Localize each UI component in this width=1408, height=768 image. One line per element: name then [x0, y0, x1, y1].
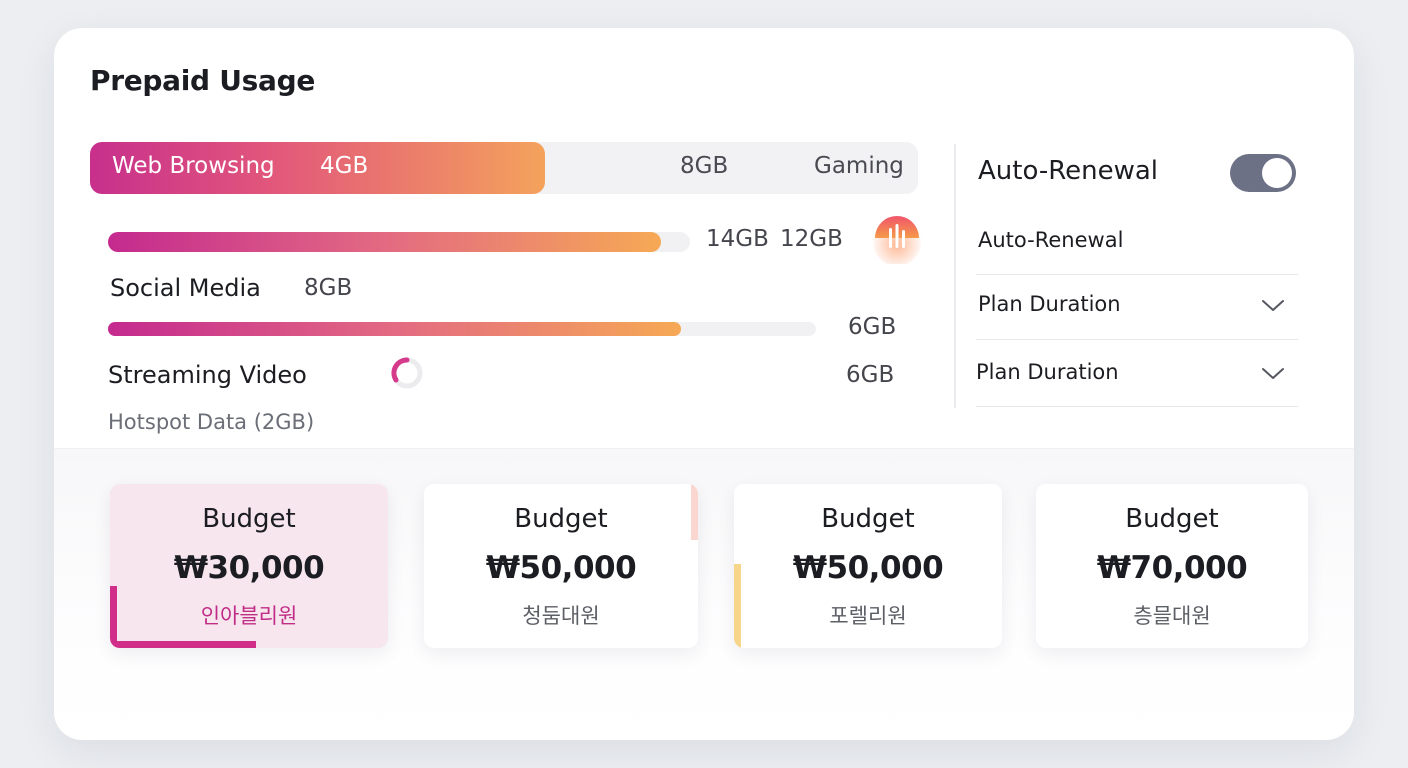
- budget-plan-name: 층믈대원: [1133, 604, 1211, 628]
- budget-label: Budget: [202, 504, 296, 534]
- plan-duration-label: Plan Duration: [976, 360, 1119, 384]
- plan-duration-dropdown-2[interactable]: Plan Duration: [974, 344, 1300, 404]
- budget-price: ₩50,000: [485, 550, 637, 586]
- plan-duration-label: Plan Duration: [978, 292, 1121, 316]
- selected-accent-left: [110, 586, 117, 648]
- budget-label: Budget: [1125, 504, 1219, 534]
- budget-card-1[interactable]: Budget ₩30,000 인아블리원: [110, 484, 388, 648]
- gaming-label: Gaming: [814, 153, 904, 179]
- budget-card-4[interactable]: Budget ₩70,000 층믈대원: [1036, 484, 1308, 648]
- prepaid-usage-card: Prepaid Usage Web Browsing 4GB 8GB Gamin…: [54, 28, 1354, 740]
- chevron-down-icon: [1262, 300, 1284, 311]
- budget-plan-name: 인아블리원: [200, 604, 298, 628]
- web-browsing-label: Web Browsing: [112, 153, 275, 179]
- budget-label: Budget: [514, 504, 608, 534]
- audio-wave-icon[interactable]: [872, 214, 922, 264]
- budget-price: ₩50,000: [792, 550, 944, 586]
- panel-divider: [954, 144, 956, 408]
- auto-renewal-subtitle: Auto-Renewal: [978, 228, 1124, 252]
- web-browsing-value: 4GB: [320, 153, 369, 179]
- usage-bar-2-fill: [108, 232, 661, 252]
- selected-accent-bottom: [110, 641, 256, 648]
- auto-renewal-toggle[interactable]: [1230, 154, 1296, 192]
- usage-bar-2-value-b: 12GB: [780, 226, 843, 252]
- chevron-down-icon: [1262, 368, 1284, 379]
- budget-card-3[interactable]: Budget ₩50,000 포렐리원: [734, 484, 1002, 648]
- budget-price: ₩30,000: [173, 550, 325, 586]
- streaming-video-value: 6GB: [846, 362, 895, 388]
- settings-divider-1: [976, 274, 1298, 275]
- toggle-knob: [1262, 158, 1292, 188]
- page-title: Prepaid Usage: [90, 64, 316, 97]
- loading-spinner-icon: [391, 357, 423, 389]
- streaming-video-label: Streaming Video: [108, 361, 307, 389]
- social-media-label: Social Media: [110, 274, 261, 302]
- hotspot-data-label: Hotspot Data (2GB): [108, 410, 315, 434]
- web-browsing-bar-fill: [90, 142, 546, 194]
- card-accent-left: [734, 564, 741, 648]
- budget-label: Budget: [821, 504, 915, 534]
- usage-bar-3-value: 6GB: [848, 314, 897, 340]
- top-bar-mid-value: 8GB: [680, 153, 729, 179]
- settings-divider-2: [976, 339, 1298, 340]
- plan-duration-dropdown-1[interactable]: Plan Duration: [974, 276, 1300, 336]
- social-media-value: 8GB: [304, 275, 353, 301]
- usage-bar-3-fill: [108, 322, 682, 336]
- auto-renewal-title: Auto-Renewal: [978, 156, 1159, 186]
- budget-plan-name: 포렐리원: [829, 604, 907, 628]
- budget-price: ₩70,000: [1096, 550, 1248, 586]
- card-accent-top-right: [691, 484, 698, 540]
- usage-bar-2-value-a: 14GB: [706, 226, 769, 252]
- settings-divider-3: [976, 406, 1298, 407]
- budget-card-2[interactable]: Budget ₩50,000 청둠대원: [424, 484, 698, 648]
- budget-plan-name: 청둠대원: [522, 604, 600, 628]
